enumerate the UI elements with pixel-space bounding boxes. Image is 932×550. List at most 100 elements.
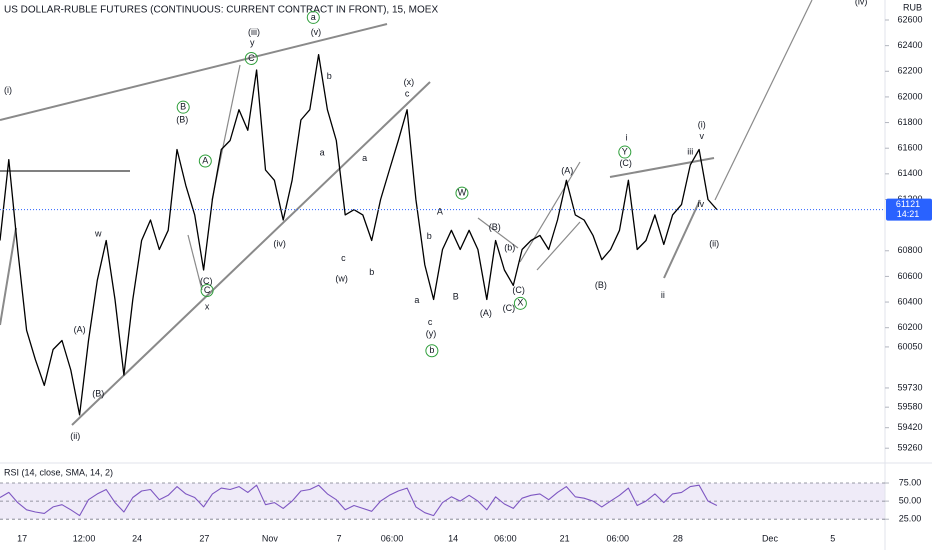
wave-label: c (341, 253, 346, 263)
wave-label: (B) (176, 114, 188, 124)
wave-label: C (248, 53, 255, 63)
y-tick-label: 62200 (897, 66, 922, 76)
wave-label: (b) (504, 243, 515, 253)
trend-line (609, 157, 715, 178)
trend-line (0, 23, 388, 121)
x-tick-label: Dec (762, 533, 779, 543)
x-tick-label: 5 (830, 533, 835, 543)
wave-label: i (626, 132, 628, 142)
wave-label: (y) (426, 328, 437, 338)
trend-line (714, 0, 813, 201)
wave-label: v (700, 131, 705, 141)
y-tick-label: 59260 (897, 443, 922, 453)
wave-label: w (94, 228, 102, 238)
price-line (0, 53, 718, 416)
currency-label: RUB (903, 2, 922, 12)
y-tick-label: 75.00 (899, 477, 922, 487)
label-circle (455, 186, 469, 200)
x-tick-label: 7 (336, 533, 341, 543)
x-tick-label: 17 (17, 533, 27, 543)
y-tick-label: 60200 (897, 322, 922, 332)
y-tick-label: 59580 (897, 402, 922, 412)
rsi-band (0, 483, 885, 520)
rsi-line (0, 484, 718, 517)
wave-label: (iv) (855, 0, 868, 6)
wave-label: (ii) (70, 431, 80, 441)
wave-label: Y (622, 146, 628, 156)
rsi-title: RSI (14, close, SMA, 14, 2) (4, 467, 113, 477)
wave-label: a (311, 12, 316, 22)
wave-label: C (204, 285, 211, 295)
wave-label: iii (687, 146, 693, 156)
wave-label: (C) (200, 276, 213, 286)
x-tick-label: 06:00 (381, 533, 404, 543)
wave-label: a (414, 295, 419, 305)
label-circle (176, 100, 190, 114)
wave-label: (A) (480, 308, 492, 318)
y-tick-label: 61600 (897, 143, 922, 153)
wave-label: b (327, 71, 332, 81)
wave-label: (B) (595, 280, 607, 290)
wave-label: y (250, 37, 255, 47)
x-tick-label: 21 (560, 533, 570, 543)
wave-label: a (320, 148, 325, 158)
label-circle (618, 145, 632, 159)
y-tick-label: 59730 (897, 382, 922, 392)
x-tick-label: 06:00 (494, 533, 517, 543)
x-tick-label: 24 (132, 533, 142, 543)
y-tick-label: 61800 (897, 117, 922, 127)
wave-label: W (458, 187, 467, 197)
y-tick-label: 60050 (897, 341, 922, 351)
wave-label: (A) (561, 166, 573, 176)
trend-line (536, 221, 581, 271)
chart-title: US DOLLAR-RUBLE FUTURES (CONTINUOUS: CUR… (4, 5, 438, 16)
wave-label: b (429, 345, 434, 355)
wave-label: (B) (92, 389, 104, 399)
wave-label: (i) (698, 120, 706, 130)
wave-label: (v) (311, 27, 322, 37)
trend-line (519, 161, 581, 263)
wave-label: x (205, 302, 210, 312)
wave-label: a (362, 153, 367, 163)
wave-label: (C) (512, 285, 525, 295)
label-circle (244, 51, 258, 65)
label-circle (306, 10, 320, 24)
wave-label: (C) (503, 303, 516, 313)
label-circle (513, 296, 527, 310)
x-tick-label: 28 (673, 533, 683, 543)
wave-label: B (180, 102, 186, 112)
label-circle (198, 154, 212, 168)
wave-label: (i) (4, 85, 12, 95)
last-price-box (886, 198, 932, 221)
wave-label: (iv) (273, 239, 286, 249)
wave-label: b (369, 267, 374, 277)
wave-label: (w) (335, 273, 348, 283)
wave-label: (ii) (709, 239, 719, 249)
x-tick-label: Nov (262, 533, 279, 543)
wave-label: X (517, 298, 523, 308)
wave-label: c (428, 317, 433, 327)
wave-label: (B) (489, 222, 501, 232)
y-tick-label: 60600 (897, 271, 922, 281)
trend-line (71, 81, 431, 426)
trend-lines (0, 0, 813, 426)
wave-label: (x) (404, 77, 415, 87)
label-circle (425, 344, 439, 358)
wave-label: c (405, 89, 410, 99)
y-tick-label: 59420 (897, 422, 922, 432)
wave-label: iv (698, 199, 705, 209)
label-circle (200, 284, 214, 298)
x-tick-label: 27 (199, 533, 209, 543)
wave-label: (A) (74, 325, 86, 335)
y-tick-label: 25.00 (899, 514, 922, 524)
y-tick-label: 62400 (897, 40, 922, 50)
y-tick-label: 60400 (897, 296, 922, 306)
y-tick-label: 61400 (897, 168, 922, 178)
wave-label: B (453, 291, 459, 301)
x-tick-label: 14 (448, 533, 458, 543)
countdown-label: 14:21 (897, 209, 920, 219)
y-tick-label: 62600 (897, 14, 922, 24)
trend-line (663, 199, 701, 279)
